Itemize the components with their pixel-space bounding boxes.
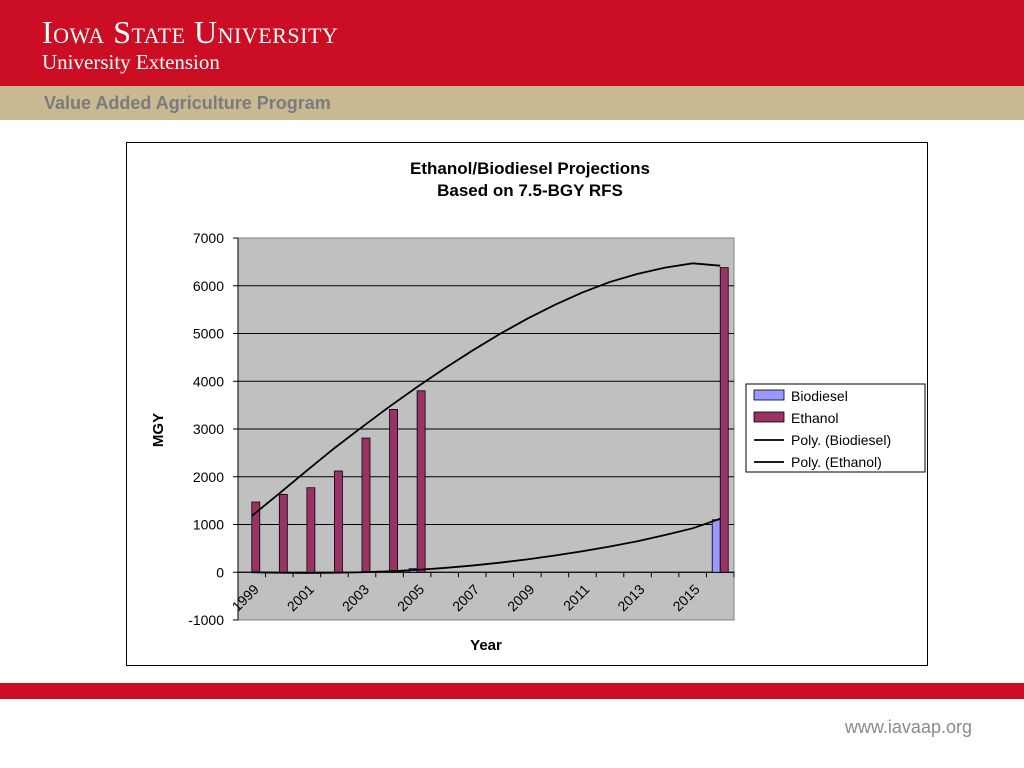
ethanol-bar (306, 487, 316, 573)
x-axis-title: Year (470, 637, 502, 654)
y-tick-label: 3000 (193, 421, 224, 437)
y-tick-label: 0 (216, 564, 224, 580)
legend-label: Poly. (Ethanol) (791, 454, 882, 470)
legend-label: Poly. (Biodiesel) (791, 432, 891, 448)
chart-frame: Ethanol/Biodiesel Projections Based on 7.… (126, 142, 928, 666)
legend-swatch (753, 389, 785, 401)
legend-label: Biodiesel (791, 388, 848, 404)
footer-url[interactable]: www.iavaap.org (844, 717, 972, 737)
y-tick-label: 2000 (193, 469, 224, 485)
y-tick-label: 7000 (193, 230, 224, 246)
program-name: Value Added Agriculture Program (44, 93, 331, 113)
biodiesel-bar (711, 519, 721, 573)
y-tick-label: 1000 (193, 517, 224, 533)
footer-band (0, 683, 1024, 699)
ethanol-bar (416, 390, 426, 573)
ethanol-bar (361, 437, 371, 573)
ethanol-bar (389, 409, 398, 573)
ethanol-trendline (251, 262, 721, 517)
legend-label: Ethanol (791, 410, 838, 426)
program-band (0, 86, 1024, 120)
y-tick-label: 6000 (193, 278, 224, 294)
chart-title-line: Ethanol/Biodiesel Projections (410, 159, 650, 178)
y-tick-label: -1000 (188, 612, 224, 628)
ethanol-biodiesel-chart: Ethanol/Biodiesel Projections Based on 7.… (150, 159, 926, 654)
ethanol-bar (334, 470, 343, 573)
y-axis-title: MGY (150, 413, 167, 447)
ethanol-bar (278, 494, 288, 573)
university-extension-subtitle: University Extension (42, 50, 220, 74)
legend-swatch (753, 411, 785, 423)
y-tick-label: 4000 (193, 373, 224, 389)
chart-title-line: Based on 7.5-BGY RFS (437, 181, 623, 200)
header-band: Iowa State University University Extensi… (0, 0, 1024, 86)
ethanol-bar (719, 267, 729, 573)
biodiesel-trendline (251, 517, 721, 574)
university-logo-title: Iowa State University (42, 14, 339, 50)
y-tick-label: 5000 (193, 326, 224, 342)
